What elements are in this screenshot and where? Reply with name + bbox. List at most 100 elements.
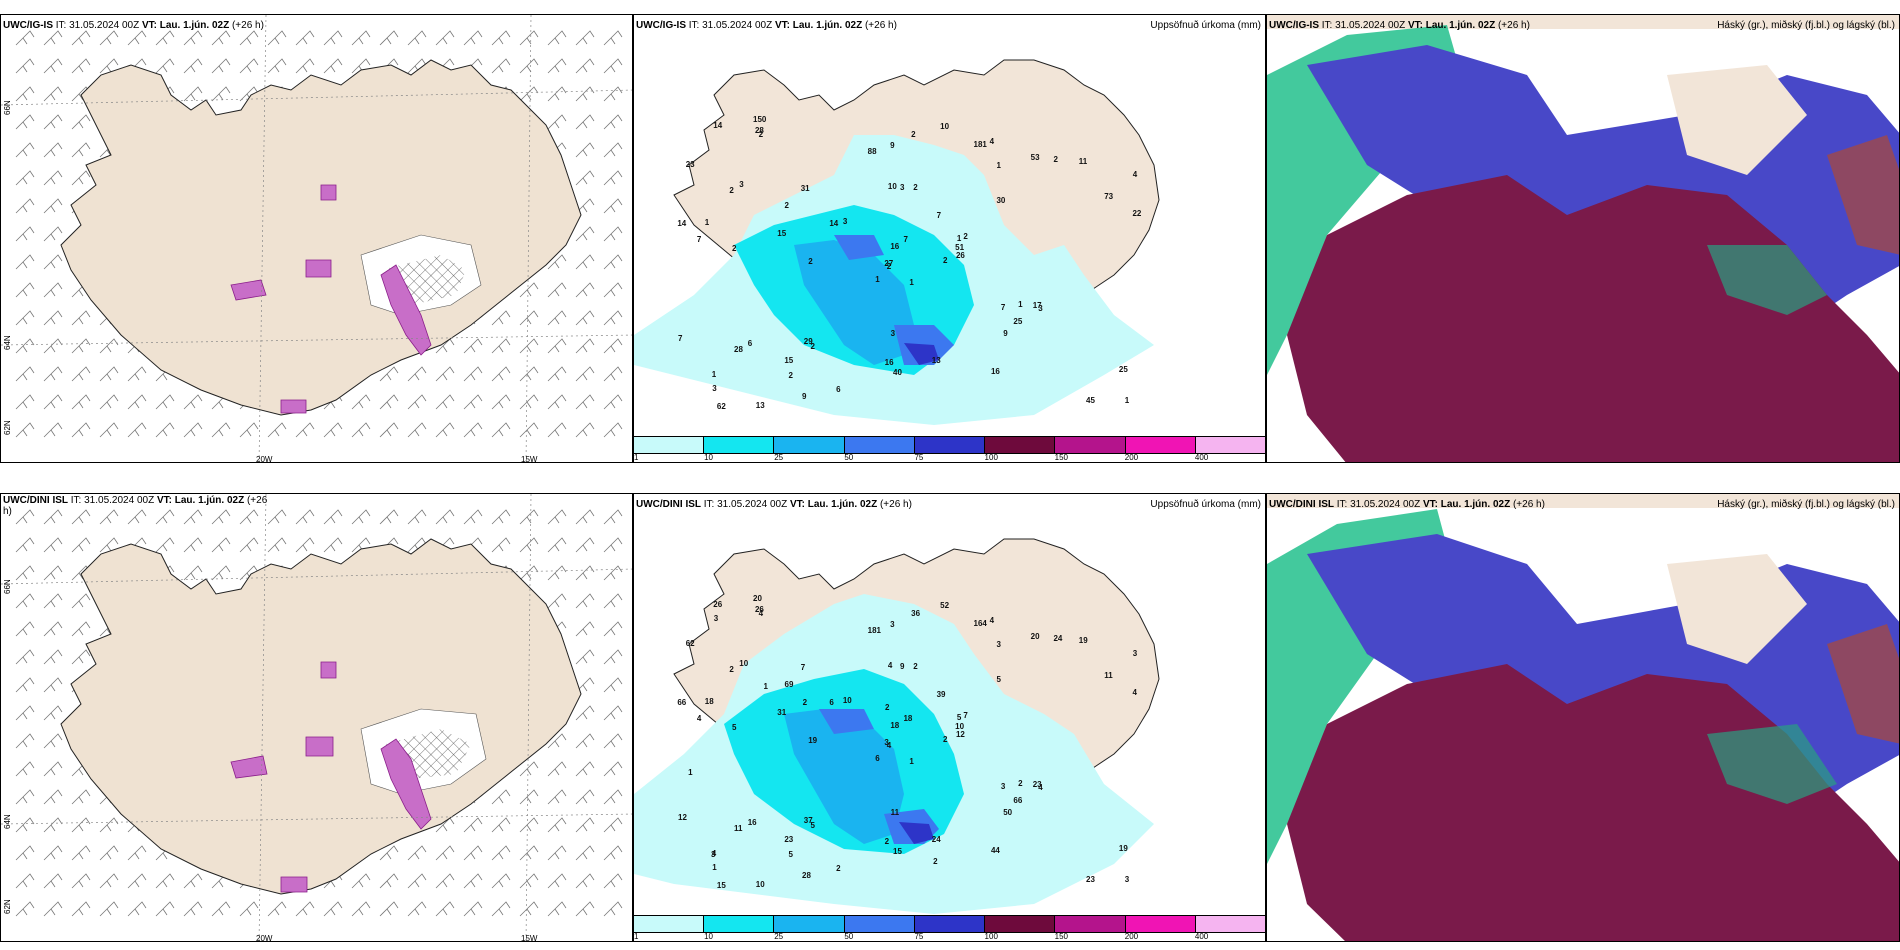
precip-value-label: 73 [1104,191,1114,201]
precip-map-panel-dini: UWC/DINI ISL IT: 31.05.2024 00Z VT: Lau.… [633,493,1266,942]
wind-barb [519,338,539,354]
precip-value-label: 4 [887,661,893,671]
precip-value-label: 28 [802,871,811,881]
precip-value-label: 31 [777,708,787,718]
wind-barb [603,198,623,214]
wind-barb [603,282,623,298]
wind-barb [603,226,623,242]
precip-value-label: 18 [704,697,714,707]
wind-barb [519,509,539,525]
precip-value-label: 18 [903,714,913,724]
wind-barb [575,817,595,833]
wind-barb [127,509,147,525]
precip-value-label: 4 [1038,783,1043,793]
wind-barb [547,845,567,861]
wind-barb [407,873,427,889]
wind-barb [603,394,623,410]
wind-barb [183,901,203,917]
wind-barb [603,873,623,889]
legend-swatch [774,437,845,453]
precip-value-label: 2 [913,183,918,193]
wind-barb [603,733,623,749]
precip-value-label: 3 [713,613,719,623]
wind-barb [547,30,567,46]
wind-barb [603,142,623,158]
precip-value-label: 4 [758,608,764,618]
wind-barb [603,422,623,438]
wind-barb [15,649,35,665]
wind-barb [407,422,427,438]
wind-barb [43,198,63,214]
wind-barb [603,649,623,665]
wind-barb [547,593,567,609]
wind-barb [575,310,595,326]
wind-barb [575,254,595,270]
legend-tick: 150 [1054,453,1069,462]
cloud-map-panel-igis: UWC/IG-IS IT: 31.05.2024 00Z VT: Lau. 1.… [1266,14,1900,463]
cloud-map-panel-dini: UWC/DINI ISL IT: 31.05.2024 00Z VT: Lau.… [1266,493,1900,942]
legend-swatch [634,916,705,932]
precip-map-panel-igis: UWC/IG-IS IT: 31.05.2024 00Z VT: Lau. 1.… [633,14,1266,463]
precip-value-label: 3 [1038,304,1043,314]
legend-tick: 75 [914,932,924,941]
wind-barb [603,366,623,382]
precip-value-label: 28 [734,345,743,355]
wind-barb [351,901,371,917]
wind-barb [99,845,119,861]
lon-label: 20W [256,455,273,463]
wind-barb [15,198,35,214]
wind-barb [603,537,623,553]
precip-value-label: 4 [989,616,995,626]
precip-value-label: 7 [696,234,702,244]
wind-barb [43,705,63,721]
wind-barb [547,509,567,525]
wind-barb [211,422,231,438]
wind-barb [379,30,399,46]
wind-barb [351,422,371,438]
wind-barb [183,565,203,581]
precip-value-label: 1 [1018,300,1023,310]
wind-barb [519,845,539,861]
precip-value-label: 14 [713,121,723,131]
precip-value-label: 11 [1104,670,1113,680]
legend-swatch [914,916,986,932]
wind-barb [547,733,567,749]
wind-barb [603,789,623,805]
wind-barb [15,733,35,749]
wind-barb [491,789,511,805]
precip-value-label: 2 [911,130,916,140]
wind-barb [99,366,119,382]
wind-barb [547,537,567,553]
wind-barb [323,30,343,46]
precip-value-label: 2 [886,261,892,271]
wind-barb [351,30,371,46]
wind-barb [575,621,595,637]
legend-swatch [634,437,705,453]
precip-patch [380,264,432,356]
precip-value-label: 51 [955,242,965,252]
precip-value-label: 1 [712,862,717,872]
wind-barb [15,86,35,102]
wind-barb [15,509,35,525]
wind-barb [15,621,35,637]
wind-barb [127,366,147,382]
precip-value-label: 10 [755,879,765,889]
legend-tick: 200 [1124,932,1139,941]
precip-value-label: 16 [990,367,1000,377]
lon-label: 15W [521,455,538,463]
wind-barb [155,901,175,917]
precip-value-label: 10 [940,121,950,131]
precip-value-label: 23 [784,834,794,844]
wind-barb [211,86,231,102]
precip-value-label: 15 [777,229,787,239]
wind-barb [71,873,91,889]
wind-barb [575,422,595,438]
panel-title: UWC/DINI ISL IT: 31.05.2024 00Z VT: Lau.… [1269,499,1545,510]
wind-barb [267,58,287,74]
wind-barb [519,366,539,382]
wind-barb [267,30,287,46]
precip-value-label: 150 [753,115,767,125]
precip-value-label: 2 [788,371,793,381]
wind-barb [435,845,455,861]
wind-barb [295,509,315,525]
